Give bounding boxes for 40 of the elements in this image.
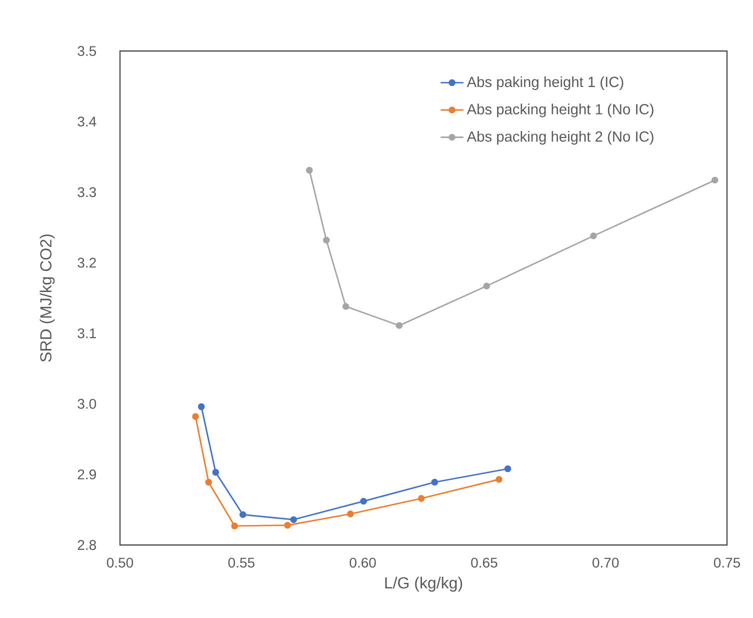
x-tick-label: 0.75	[714, 558, 740, 568]
x-tick-label: 0.70	[592, 558, 619, 568]
point	[205, 478, 212, 486]
point	[231, 522, 238, 530]
point	[496, 476, 502, 483]
y-tick-label: 2.8	[78, 540, 96, 550]
legend-label: Abs paking height 1 (IC)	[466, 76, 624, 90]
point	[360, 498, 367, 505]
point	[711, 176, 718, 184]
point	[284, 522, 291, 529]
y-tick-label: 3.3	[78, 187, 96, 198]
legend-label: Abs packing height 2 (No IC)	[466, 130, 654, 145]
point	[590, 232, 597, 240]
point	[239, 511, 246, 518]
point	[483, 282, 490, 290]
point	[347, 510, 354, 518]
x-tick-label: 0.50	[106, 558, 134, 568]
point	[504, 465, 512, 472]
y-tick-label: 3.5	[78, 46, 96, 56]
point	[198, 403, 205, 410]
point	[306, 166, 313, 174]
y-tick-label: 3.4	[78, 116, 96, 127]
x-tick-label: 0.60	[350, 558, 376, 568]
point	[290, 516, 298, 523]
x-tick-label: 0.55	[228, 558, 254, 568]
y-tick-label: 3.2	[78, 258, 96, 268]
y-tick-label: 3.1	[78, 328, 96, 338]
y-tick-label: 2.9	[78, 469, 96, 480]
y-axis-title: SRD (MJ/kg CO2)	[40, 234, 55, 362]
x-tick-label: 0.65	[471, 558, 498, 568]
point	[212, 468, 220, 476]
point	[322, 236, 330, 244]
x-axis-title: L/G (kg/kg)	[385, 576, 462, 592]
point	[418, 495, 425, 502]
legend-label: Abs packing height 1 (No IC)	[466, 104, 654, 118]
point	[192, 413, 199, 420]
point	[396, 322, 403, 329]
point	[431, 478, 438, 486]
point	[342, 303, 350, 310]
y-tick-label: 3.0	[78, 398, 96, 409]
